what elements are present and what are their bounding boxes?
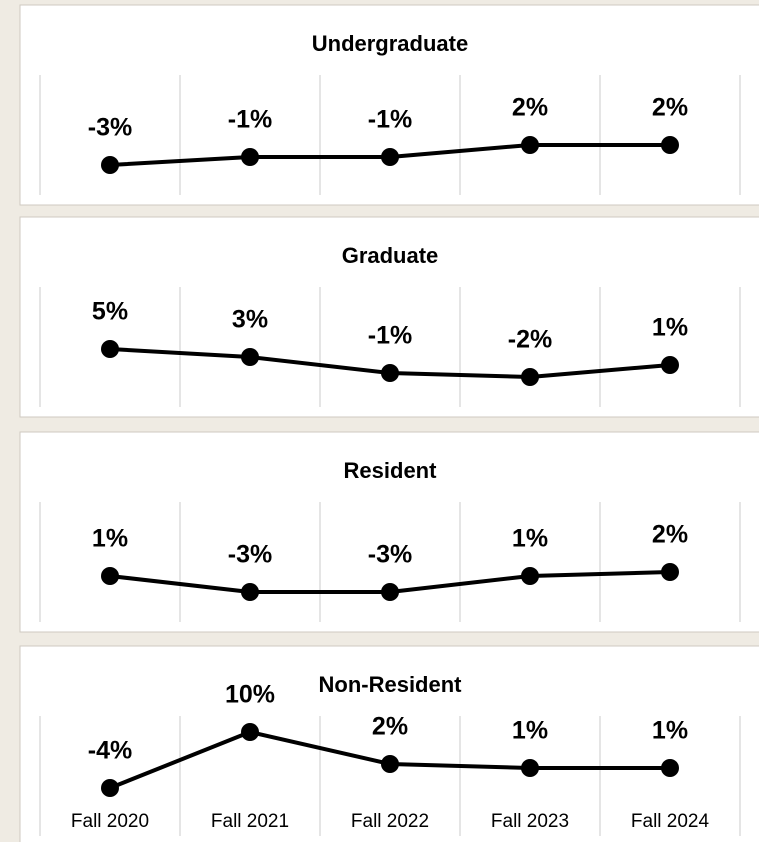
data-label: 10%	[225, 681, 275, 709]
data-point	[661, 136, 679, 154]
data-label: 5%	[92, 298, 128, 326]
x-tick-label: Fall 2020	[71, 811, 149, 832]
data-label: -2%	[508, 326, 552, 354]
data-point	[241, 348, 259, 366]
x-tick-label: Fall 2021	[211, 811, 289, 832]
data-point	[521, 136, 539, 154]
x-tick-label: Fall 2024	[631, 811, 710, 832]
data-label: 3%	[232, 306, 268, 334]
data-point	[101, 156, 119, 174]
data-label: -3%	[88, 114, 132, 142]
data-label: -3%	[368, 541, 412, 569]
panel	[19, 645, 759, 842]
data-label: 1%	[512, 525, 548, 553]
chart-title: Graduate	[342, 243, 439, 268]
data-point	[381, 755, 399, 773]
data-label: 1%	[512, 717, 548, 745]
data-point	[381, 583, 399, 601]
data-point	[381, 364, 399, 382]
data-label: -1%	[228, 106, 272, 134]
data-label: -4%	[88, 737, 132, 765]
data-point	[241, 583, 259, 601]
x-tick-label: Fall 2023	[491, 811, 569, 832]
chart-title: Non-Resident	[319, 672, 463, 697]
data-point	[661, 759, 679, 777]
data-point	[101, 340, 119, 358]
data-label: -1%	[368, 322, 412, 350]
panel	[19, 216, 759, 418]
data-label: 2%	[512, 94, 548, 122]
data-point	[241, 723, 259, 741]
data-label: -3%	[228, 541, 272, 569]
data-point	[381, 148, 399, 166]
x-tick-label: Fall 2022	[351, 811, 429, 832]
data-label: 2%	[652, 521, 688, 549]
panel	[19, 4, 759, 206]
data-point	[101, 567, 119, 585]
data-label: 1%	[92, 525, 128, 553]
data-label: -1%	[368, 106, 412, 134]
data-point	[521, 759, 539, 777]
data-point	[241, 148, 259, 166]
data-label: 1%	[652, 314, 688, 342]
data-point	[521, 567, 539, 585]
chart-title: Undergraduate	[312, 31, 468, 56]
data-point	[101, 779, 119, 797]
data-point	[661, 563, 679, 581]
data-label: 2%	[652, 94, 688, 122]
data-point	[661, 356, 679, 374]
data-label: 2%	[372, 713, 408, 741]
chart-title: Resident	[344, 458, 438, 483]
data-point	[521, 368, 539, 386]
data-label: 1%	[652, 717, 688, 745]
